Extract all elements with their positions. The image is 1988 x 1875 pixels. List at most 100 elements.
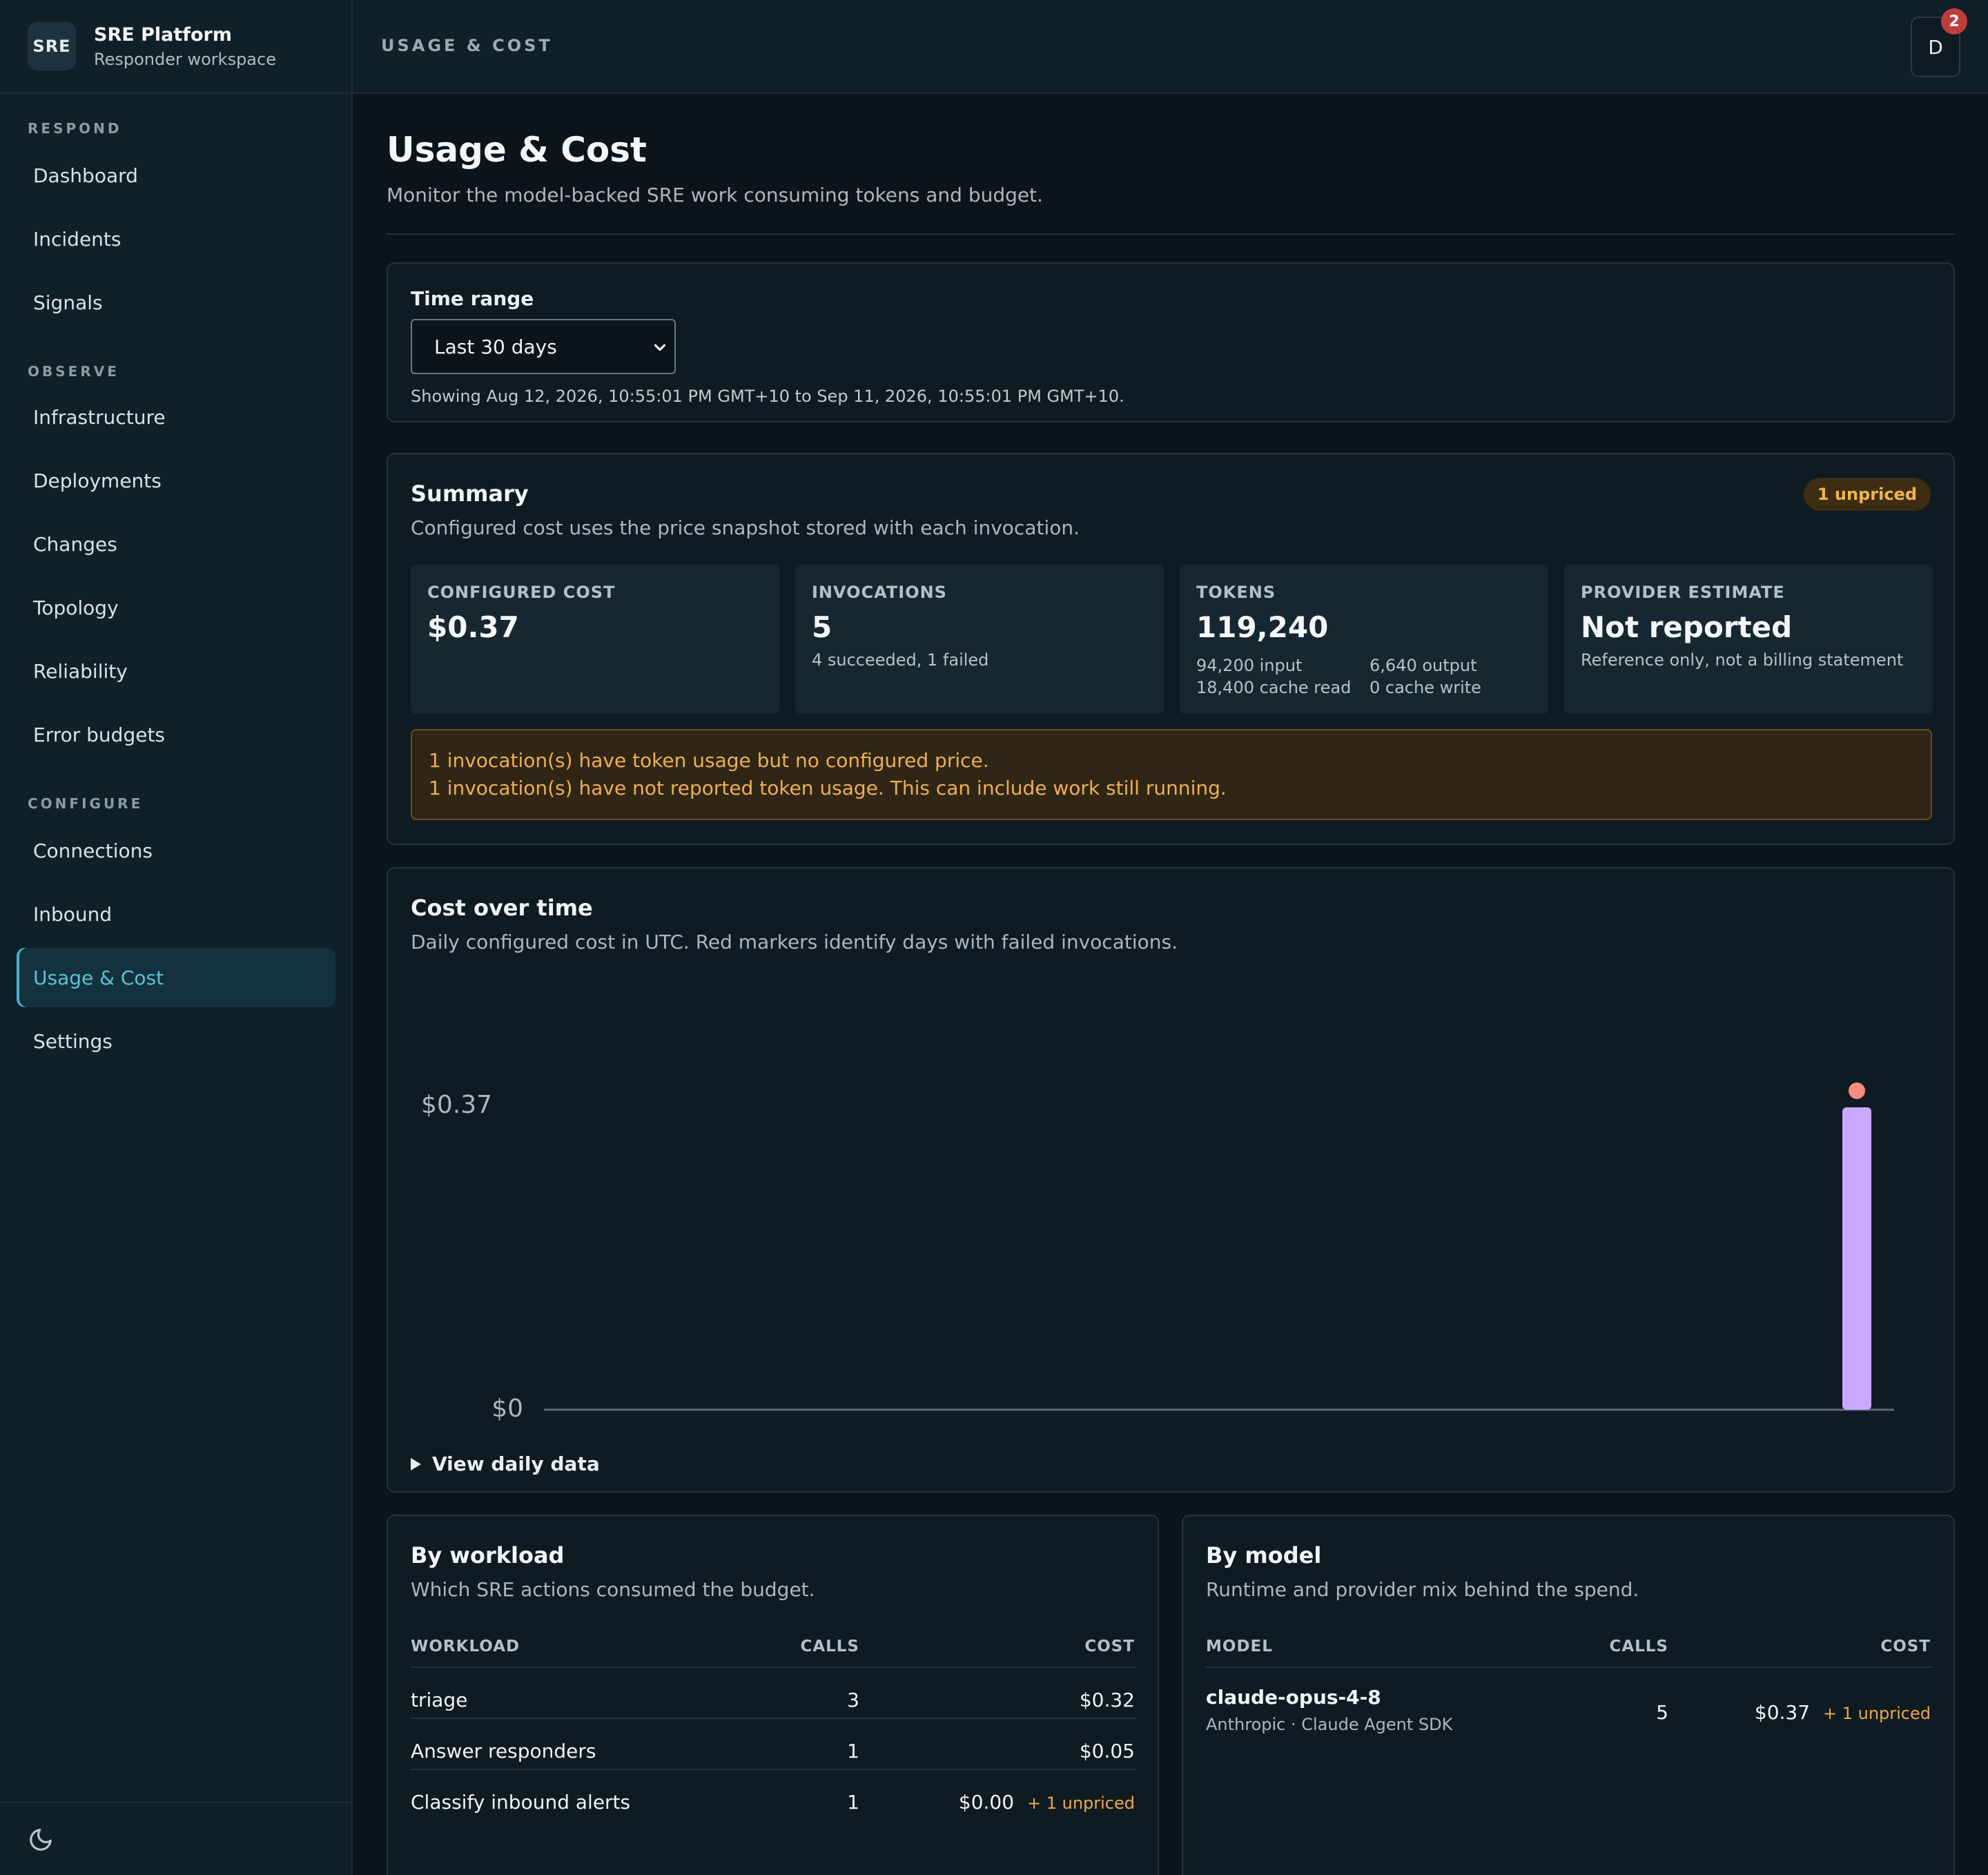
stat-tokens: TOKENS 119,240 94,200 input 18,400 cache… — [1180, 565, 1548, 714]
model-cost: $0.37 — [1754, 1701, 1811, 1724]
cost-over-time-card: Cost over time Daily configured cost in … — [387, 867, 1955, 1493]
by-model-card: By model Runtime and provider mix behind… — [1182, 1515, 1955, 1875]
stat-note: 4 succeeded, 1 failed — [812, 650, 989, 670]
chart-title: Cost over time — [411, 895, 593, 921]
workload-title: By workload — [411, 1542, 565, 1568]
model-cost-cell: $0.37 + 1 unpriced — [1755, 1701, 1931, 1724]
notification-badge: 2 — [1941, 8, 1967, 35]
tokens-cache-read: 18,400 cache read — [1196, 678, 1352, 697]
column-header-cost: COST — [1880, 1638, 1931, 1655]
breadcrumb: USAGE & COST — [381, 36, 553, 55]
tokens-breakdown-right: 6,640 output 0 cache write — [1370, 654, 1481, 699]
stat-label: TOKENS — [1196, 583, 1276, 602]
table-divider — [411, 1667, 1136, 1668]
workload-cost: $0.00 — [958, 1791, 1015, 1814]
model-subtitle: Runtime and provider mix behind the spen… — [1206, 1578, 1639, 1601]
sidebar-item-inbound[interactable]: Inbound — [33, 902, 113, 926]
sidebar-item-dashboard[interactable]: Dashboard — [33, 164, 138, 187]
y-tick-label: $0 — [491, 1395, 523, 1423]
by-workload-card: By workload Which SRE actions consumed t… — [387, 1515, 1159, 1875]
stat-value: 5 — [812, 610, 832, 644]
time-range-select[interactable]: Last 30 days — [411, 319, 676, 374]
topbar: USAGE & COST D 2 — [353, 0, 1988, 94]
sidebar-item-usage-cost[interactable]: Usage & Cost — [17, 948, 335, 1007]
table-divider — [411, 1718, 1136, 1719]
brand-subtitle: Responder workspace — [94, 49, 276, 69]
unpriced-note: + 1 unpriced — [1026, 1794, 1135, 1813]
sidebar-item-deployments[interactable]: Deployments — [33, 469, 162, 492]
stat-label: PROVIDER ESTIMATE — [1581, 583, 1785, 602]
time-range-card: Time range Last 30 days Showing Aug 12, … — [387, 262, 1955, 422]
summary-subtitle: Configured cost uses the price snapshot … — [411, 516, 1080, 539]
column-header-model: MODEL — [1206, 1638, 1273, 1655]
view-daily-data-toggle[interactable]: View daily data — [411, 1453, 600, 1475]
stat-configured-cost: CONFIGURED COST $0.37 — [411, 565, 779, 714]
unpriced-badge: 1 unpriced — [1803, 478, 1931, 511]
warning-line: 1 invocation(s) have token usage but no … — [429, 749, 989, 772]
model-name: claude-opus-4-8 — [1206, 1686, 1381, 1709]
workload-calls: 1 — [847, 1791, 859, 1814]
time-range-showing: Showing Aug 12, 2026, 10:55:01 PM GMT+10… — [411, 387, 1124, 406]
stat-label: CONFIGURED COST — [427, 583, 616, 602]
sidebar-item-error-budgets[interactable]: Error budgets — [33, 723, 166, 746]
nav-section-respond: RESPOND — [28, 120, 122, 137]
workload-name: triage — [411, 1689, 468, 1711]
y-tick-label: $0.37 — [421, 1091, 492, 1119]
workload-cost: $0.32 — [1079, 1689, 1135, 1711]
column-header-workload: WORKLOAD — [411, 1638, 520, 1655]
moon-icon[interactable] — [28, 1827, 54, 1853]
cost-chart: $0 $0.37 Sep 11 — [421, 1082, 1900, 1441]
workload-cost: $0.05 — [1079, 1740, 1135, 1762]
disclosure-triangle-icon — [411, 1457, 421, 1470]
chevron-down-icon — [654, 344, 666, 351]
summary-card: Summary Configured cost uses the price s… — [387, 453, 1955, 845]
cost-bar[interactable] — [1842, 1107, 1871, 1410]
chart-subtitle: Daily configured cost in UTC. Red marker… — [411, 931, 1178, 953]
failed-invocation-marker — [1849, 1082, 1865, 1099]
column-header-cost: COST — [1084, 1638, 1135, 1655]
model-calls: 5 — [1656, 1701, 1668, 1724]
workload-calls: 3 — [847, 1689, 859, 1711]
time-range-label: Time range — [411, 287, 534, 310]
stat-invocations: INVOCATIONS 5 4 succeeded, 1 failed — [795, 565, 1164, 714]
workload-calls: 1 — [847, 1740, 859, 1762]
stat-provider-estimate: PROVIDER ESTIMATE Not reported Reference… — [1564, 565, 1933, 714]
time-range-selected: Last 30 days — [434, 335, 557, 358]
workload-cost-cell: $0.00 + 1 unpriced — [959, 1791, 1135, 1814]
avatar[interactable]: D 2 — [1911, 8, 1967, 77]
view-daily-data-label: View daily data — [432, 1453, 600, 1475]
x-tick-label: Sep 11 — [1813, 1439, 1900, 1441]
divider — [387, 233, 1955, 235]
tokens-output: 6,640 output — [1370, 656, 1477, 675]
brand[interactable]: SRE SRE Platform Responder workspace — [0, 0, 351, 94]
sidebar-item-infrastructure[interactable]: Infrastructure — [33, 405, 166, 429]
sidebar-item-topology[interactable]: Topology — [33, 596, 119, 619]
tokens-breakdown-left: 94,200 input 18,400 cache read — [1196, 654, 1351, 699]
workload-name: Answer responders — [411, 1740, 596, 1762]
stat-value: 119,240 — [1196, 610, 1329, 644]
column-header-calls: CALLS — [1609, 1638, 1668, 1655]
sidebar-item-connections[interactable]: Connections — [33, 839, 153, 862]
sidebar-item-settings[interactable]: Settings — [33, 1029, 113, 1053]
sidebar-item-incidents[interactable]: Incidents — [33, 227, 121, 251]
workload-name: Classify inbound alerts — [411, 1791, 631, 1814]
nav-section-observe: OBSERVE — [28, 363, 119, 380]
avatar-initial: D — [1928, 35, 1943, 59]
warning-line: 1 invocation(s) have not reported token … — [429, 777, 1227, 799]
sidebar-item-reliability[interactable]: Reliability — [33, 659, 128, 683]
nav-section-configure: CONFIGURE — [28, 795, 144, 812]
sidebar: SRE SRE Platform Responder workspace RES… — [0, 0, 353, 1875]
sidebar-footer — [0, 1802, 351, 1875]
column-header-calls: CALLS — [800, 1638, 859, 1655]
page-title: Usage & Cost — [387, 130, 647, 170]
model-provider: Anthropic · Claude Agent SDK — [1206, 1715, 1453, 1734]
stat-note: Reference only, not a billing statement — [1581, 650, 1904, 670]
brand-logo: SRE — [28, 22, 76, 70]
stat-value: $0.37 — [427, 610, 519, 644]
sidebar-item-signals[interactable]: Signals — [33, 291, 103, 314]
unpriced-note: + 1 unpriced — [1822, 1704, 1931, 1723]
workload-subtitle: Which SRE actions consumed the budget. — [411, 1578, 815, 1601]
tokens-cache-write: 0 cache write — [1370, 678, 1481, 697]
sidebar-item-changes[interactable]: Changes — [33, 532, 117, 556]
table-divider — [411, 1769, 1136, 1770]
